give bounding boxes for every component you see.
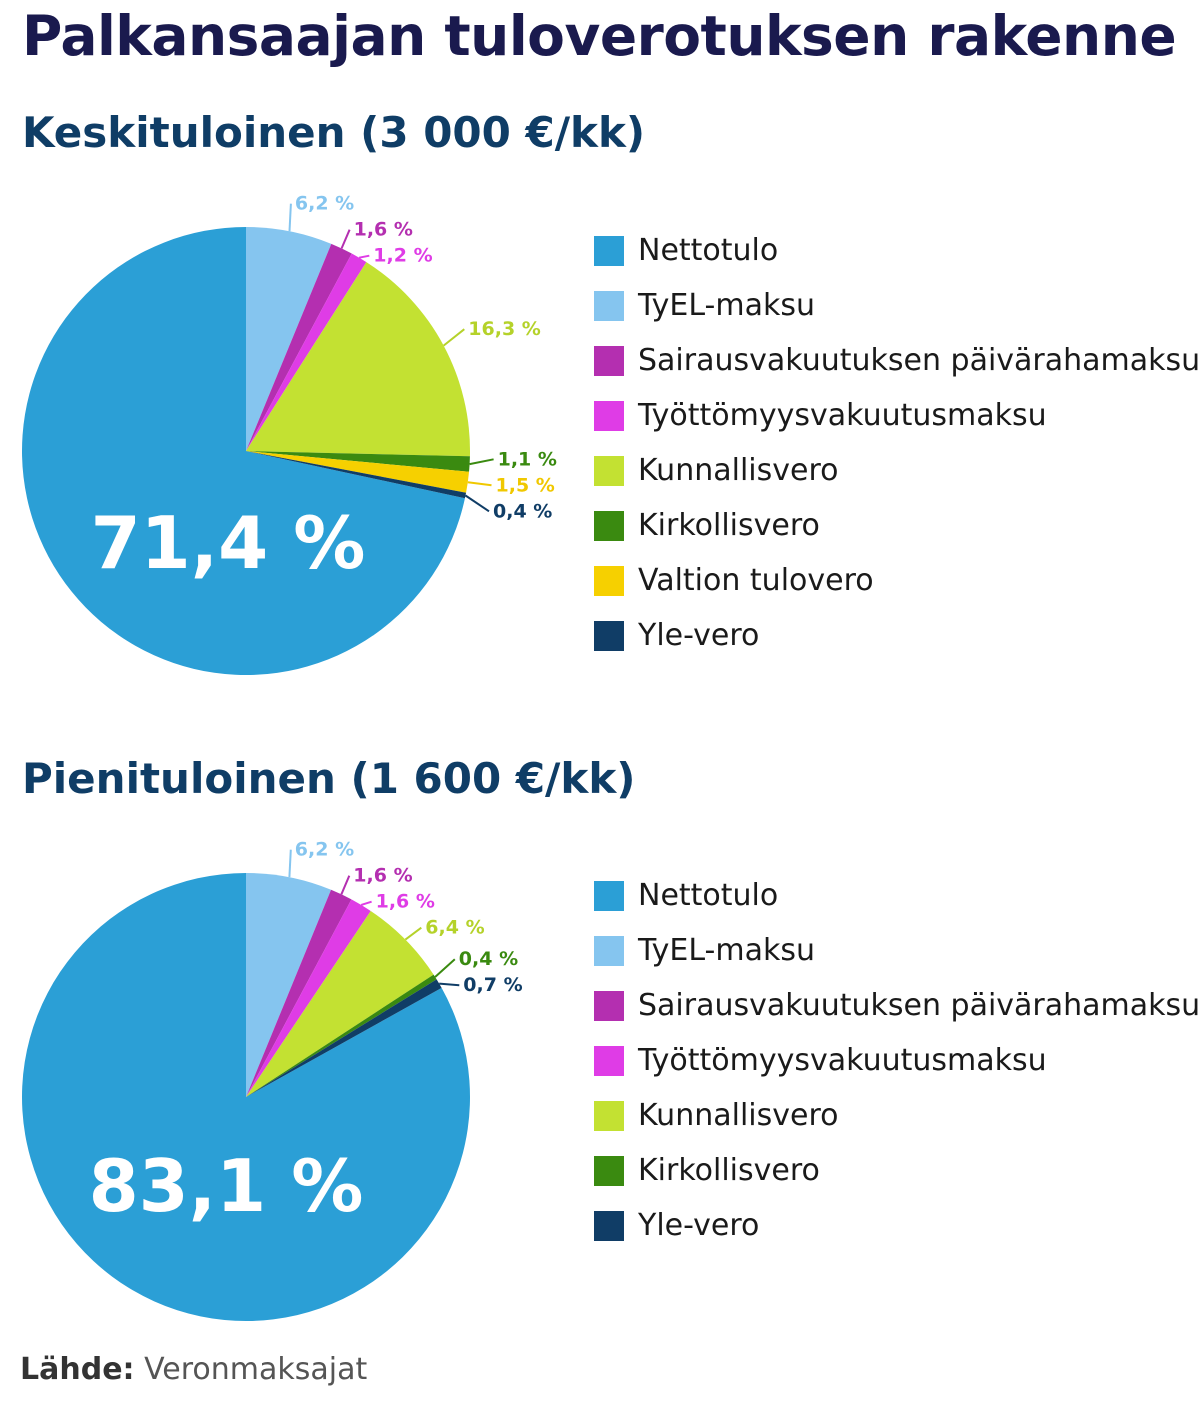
pie-slice-valtion-tulovero [246, 451, 470, 493]
legend-swatch [594, 880, 624, 911]
leader-line-tyottomyysvakuutusmaksu [358, 254, 370, 259]
legend-swatch [594, 235, 624, 266]
pie-slice-kunnallisvero [246, 910, 434, 1097]
legend-swatch [594, 1100, 624, 1131]
slice-label-kunnallisvero: 6,4 % [425, 917, 484, 939]
pie-slice-tyottomyysvakuutusmaksu [246, 899, 371, 1097]
net-income-label: 83,1 % [89, 1144, 364, 1228]
legend-item-tyottomyysvakuutusmaksu: Työttömyysvakuutusmaksu [594, 1033, 1199, 1088]
pie-slice-kirkollisvero [246, 451, 470, 472]
leader-line-kirkollisvero [434, 958, 456, 978]
legend-swatch [594, 1155, 624, 1186]
legend-label: Valtion tulovero [638, 563, 874, 598]
leader-line-sairausvakuutuksen-paivarahamaksu [340, 875, 351, 895]
legend-item-kunnallisvero: Kunnallisvero [594, 1088, 1199, 1143]
pie-slice-sairausvakuutuksen-paivarahamaksu [246, 243, 352, 451]
legend-label: Kirkollisvero [638, 508, 820, 543]
leader-line-yle-vero [439, 982, 460, 987]
legend-swatch [594, 290, 624, 321]
legend: Nettotulo TyEL-maksu Sairausvakuutuksen pä… [594, 868, 1199, 1253]
legend-item-valtion-tulovero: Valtion tulovero [594, 553, 1199, 608]
legend-label: Nettotulo [638, 878, 779, 913]
pie-slice-kirkollisvero [246, 974, 437, 1097]
slice-label-tyottomyysvakuutusmaksu: 1,6 % [376, 891, 435, 913]
legend-item-yle-vero: Yle-vero [594, 1198, 1199, 1253]
legend-item-nettotulo: Nettotulo [594, 223, 1199, 278]
source-note: Lähde: Veronmaksajat [20, 1352, 367, 1387]
slice-label-valtion-tulovero: 1,5 % [496, 474, 555, 496]
slice-label-sairausvakuutuksen-paivarahamaksu: 1,6 % [354, 219, 413, 241]
legend-item-nettotulo: Nettotulo [594, 868, 1199, 923]
page-title: Palkansaajan tuloverotuksen rakenne [22, 4, 1177, 68]
legend-item-tyottomyysvakuutusmaksu: Työttömyysvakuutusmaksu [594, 388, 1199, 443]
legend-swatch [594, 620, 624, 651]
legend-item-sairausvakuutuksen-paivarahamaksu: Sairausvakuutuksen päivärahamaksu [594, 333, 1199, 388]
pie-slice-tyel-maksu [246, 873, 332, 1097]
leader-line-kunnallisvero [404, 926, 422, 941]
legend-label: Kirkollisvero [638, 1153, 820, 1188]
leader-line-sairausvakuutuksen-paivarahamaksu [340, 229, 351, 249]
legend-swatch [594, 510, 624, 541]
pie-slice-tyel-maksu [246, 227, 332, 451]
leader-line-tyel-maksu [288, 849, 292, 878]
legend-swatch [594, 565, 624, 596]
legend-label: Työttömyysvakuutusmaksu [638, 398, 1047, 433]
pie-slice-sairausvakuutuksen-paivarahamaksu [246, 889, 352, 1097]
leader-line-valtion-tulovero [467, 481, 492, 487]
legend-swatch [594, 1210, 624, 1241]
legend-item-sairausvakuutuksen-paivarahamaksu: Sairausvakuutuksen päivärahamaksu [594, 978, 1199, 1033]
legend-item-tyel-maksu: TyEL-maksu [594, 278, 1199, 333]
slice-label-tyel-maksu: 6,2 % [295, 839, 354, 861]
legend-label: TyEL-maksu [638, 933, 815, 968]
legend: Nettotulo TyEL-maksu Sairausvakuutuksen pä… [594, 223, 1199, 663]
pie-chart: 6,2 % 1,6 % 1,6 % 6,4 % 0,4 % 0,7 % 83,1 % [21, 839, 523, 1321]
pie-slice-kunnallisvero [246, 262, 471, 457]
legend-swatch [594, 345, 624, 376]
source-label: Lähde: [20, 1352, 135, 1387]
leader-line-yle-vero [464, 494, 490, 513]
net-income-label: 71,4 % [91, 501, 366, 585]
pie-slice-tyottomyysvakuutusmaksu [246, 253, 367, 451]
legend-label: Kunnallisvero [638, 453, 839, 488]
pie-chart: 6,2 %1,6 % 1,2 % 16,3 % 1,1 % 1,5 % 0,4 % 71,4… [21, 193, 557, 675]
pie-slice-nettotulo [21, 227, 465, 675]
slice-label-yle-vero: 0,4 % [493, 500, 552, 522]
slice-label-kirkollisvero: 1,1 % [498, 448, 557, 470]
legend-item-kirkollisvero: Kirkollisvero [594, 498, 1199, 553]
slice-label-tyottomyysvakuutusmaksu: 1,2 % [373, 245, 432, 267]
legend-item-tyel-maksu: TyEL-maksu [594, 923, 1199, 978]
chart-title: Keskituloinen (3 000 €/kk) [22, 108, 646, 157]
slice-label-kirkollisvero: 0,4 % [459, 948, 518, 970]
legend-label: Kunnallisvero [638, 1098, 839, 1133]
legend-swatch [594, 1045, 624, 1076]
leader-line-tyel-maksu [288, 203, 292, 232]
legend-item-yle-vero: Yle-vero [594, 608, 1199, 663]
legend-swatch [594, 990, 624, 1021]
legend-swatch [594, 400, 624, 431]
legend-label: TyEL-maksu [638, 288, 815, 323]
slice-label-sairausvakuutuksen-paivarahamaksu: 1,6 % [353, 865, 412, 887]
legend-item-kunnallisvero: Kunnallisvero [594, 443, 1199, 498]
legend-label: Sairausvakuutuksen päivärahamaksu [638, 343, 1199, 378]
slice-label-yle-vero: 0,7 % [463, 974, 522, 996]
legend-swatch [594, 935, 624, 966]
leader-line-tyottomyysvakuutusmaksu [360, 900, 372, 906]
pie-slice-yle-vero [246, 979, 442, 1097]
pie-slice-yle-vero [246, 451, 467, 499]
legend-label: Yle-vero [638, 618, 760, 653]
leader-line-kirkollisvero [469, 458, 494, 466]
legend-label: Nettotulo [638, 233, 779, 268]
legend-label: Yle-vero [638, 1208, 760, 1243]
legend-swatch [594, 455, 624, 486]
legend-item-kirkollisvero: Kirkollisvero [594, 1143, 1199, 1198]
slice-label-kunnallisvero: 16,3 % [468, 318, 541, 340]
legend-label: Sairausvakuutuksen päivärahamaksu [638, 988, 1199, 1023]
legend-label: Työttömyysvakuutusmaksu [638, 1043, 1047, 1078]
source-text: Veronmaksajat [144, 1352, 368, 1387]
chart-title: Pienituloinen (1 600 €/kk) [22, 754, 636, 803]
pie-slice-nettotulo [21, 873, 470, 1321]
slice-label-tyel-maksu: 6,2 % [295, 193, 354, 215]
leader-line-kunnallisvero [442, 328, 465, 347]
